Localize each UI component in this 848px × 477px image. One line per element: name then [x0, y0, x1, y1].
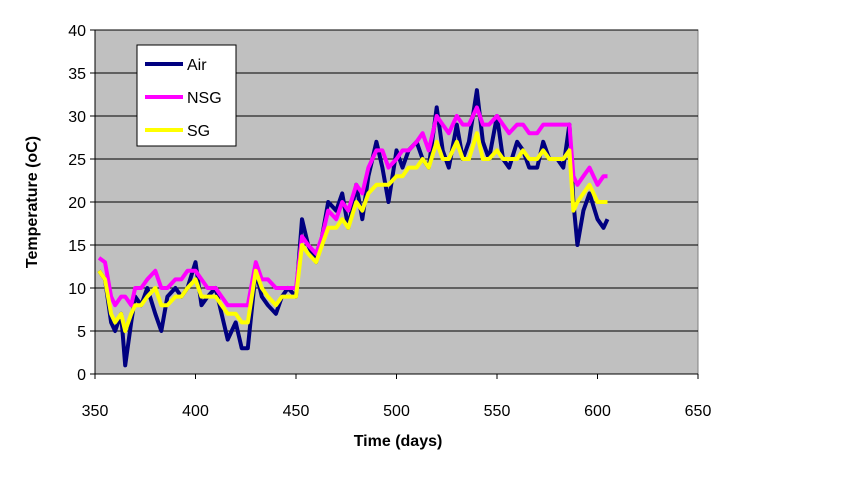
- legend-label-nsg: NSG: [187, 90, 222, 107]
- y-tick-label: 5: [77, 324, 86, 341]
- x-tick-label: 650: [685, 403, 712, 420]
- y-tick-label: 30: [68, 109, 86, 126]
- y-tick-label: 15: [68, 238, 86, 255]
- x-tick-label: 500: [383, 403, 410, 420]
- series-line-nsg: [97, 105, 608, 308]
- y-tick-label: 40: [68, 23, 86, 40]
- legend-label-air: Air: [187, 57, 207, 74]
- legend-label-sg: SG: [187, 123, 210, 140]
- x-tick-label: 450: [283, 403, 310, 420]
- y-tick-label: 10: [68, 281, 86, 298]
- legend: Air NSG SG: [136, 44, 237, 147]
- y-tick-label: 25: [68, 152, 86, 169]
- x-tick-label: 400: [182, 403, 209, 420]
- y-tick-label: 20: [68, 195, 86, 212]
- series-line-sg: [97, 131, 608, 333]
- y-tick-label: 0: [77, 367, 86, 384]
- x-tick-label: 550: [484, 403, 511, 420]
- y-tick-label: 35: [68, 66, 86, 83]
- series-line-air: [97, 88, 610, 368]
- y-axis-label: Temperature (oC): [24, 136, 41, 268]
- x-axis-label: Time (days): [354, 433, 443, 450]
- x-tick-label: 350: [82, 403, 109, 420]
- x-tick-label: 600: [584, 403, 611, 420]
